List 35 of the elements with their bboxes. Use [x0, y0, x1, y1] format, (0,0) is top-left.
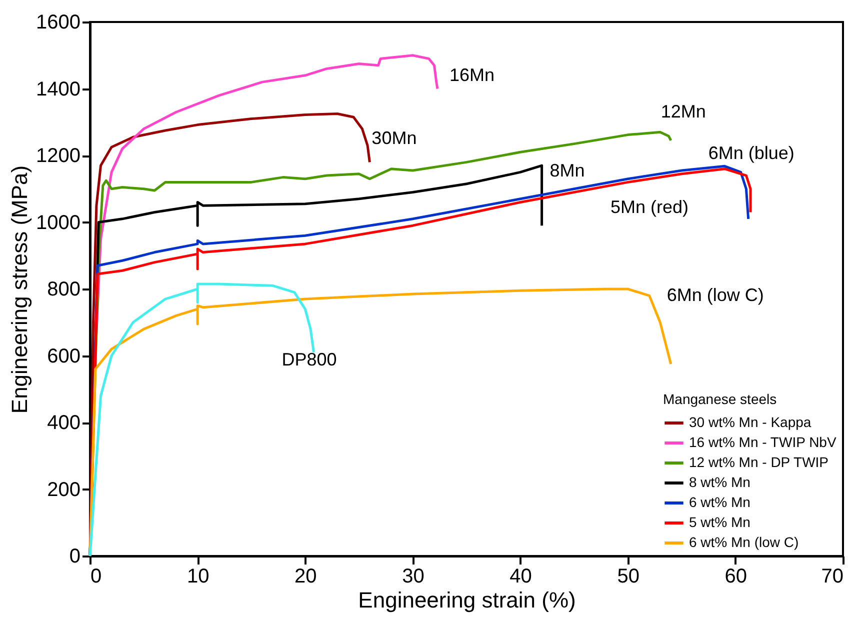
- annotation: 8Mn: [550, 160, 585, 181]
- x-axis-title: Engineering strain (%): [358, 588, 576, 612]
- annotation: 12Mn: [660, 101, 706, 122]
- legend-label: 6 wt% Mn: [689, 494, 750, 510]
- legend-label: 8 wt% Mn: [689, 474, 750, 490]
- x-tick-label: 40: [510, 566, 532, 588]
- y-axis-title: Engineering stress (MPa): [7, 165, 32, 414]
- y-tick-label: 1200: [36, 145, 80, 167]
- x-tick-label: 30: [402, 566, 424, 588]
- y-tick-label: 1400: [36, 78, 80, 100]
- legend-label: 5 wt% Mn: [689, 514, 750, 530]
- y-tick-label: 800: [47, 278, 80, 300]
- annotation: 5Mn (red): [610, 197, 689, 218]
- annotation: DP800: [282, 349, 337, 370]
- x-tick-label: 0: [90, 566, 102, 588]
- y-tick-label: 1600: [36, 12, 80, 34]
- annotation: 6Mn (blue): [708, 142, 794, 163]
- annotation: 30Mn: [372, 128, 417, 148]
- y-tick-label: 1000: [36, 212, 80, 234]
- x-tick-label: 10: [186, 566, 210, 588]
- y-tick-label: 0: [69, 546, 80, 568]
- x-tick-label: 60: [724, 566, 748, 588]
- legend-label: 6 wt% Mn (low C): [689, 534, 799, 550]
- legend-title: Manganese steels: [663, 391, 777, 407]
- legend-label: 12 wt% Mn - DP TWIP: [689, 454, 829, 470]
- y-tick-label: 400: [47, 412, 80, 434]
- x-tick-label: 70: [821, 566, 844, 588]
- y-tick-label: 600: [47, 345, 80, 368]
- x-tick-label: 20: [294, 566, 317, 588]
- annotation: 6Mn (low C): [666, 285, 764, 306]
- legend-label: 30 wt% Mn - Kappa: [689, 414, 812, 430]
- annotation: 16Mn: [449, 64, 494, 85]
- x-tick-label: 50: [617, 566, 640, 588]
- y-tick-label: 200: [47, 478, 80, 501]
- legend-label: 16 wt% Mn - TWIP NbV: [689, 434, 837, 450]
